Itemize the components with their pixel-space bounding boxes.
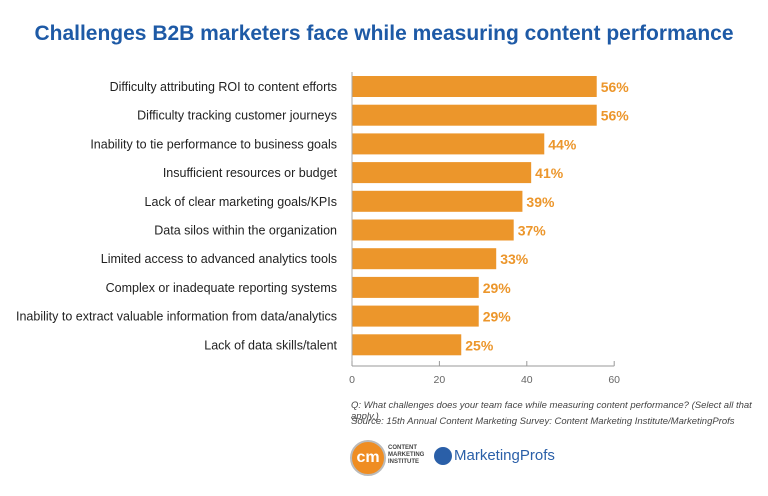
bar bbox=[352, 334, 462, 356]
bar-chart: Difficulty attributing ROI to content ef… bbox=[16, 72, 630, 386]
x-tick-label: 40 bbox=[521, 374, 533, 386]
data-label: 56% bbox=[601, 79, 630, 95]
footnote-source: Source: 15th Annual Content Marketing Su… bbox=[351, 416, 735, 427]
cmi-text-2: MARKETING bbox=[388, 452, 425, 458]
data-label: 25% bbox=[465, 337, 494, 353]
category-label: Lack of clear marketing goals/KPIs bbox=[145, 195, 337, 209]
marketingprofs-logo-text: MarketingProfs bbox=[454, 447, 555, 464]
marketingprofs-logo-icon bbox=[434, 447, 452, 465]
footnote-question: Q: What challenges does your team face w… bbox=[351, 400, 752, 422]
category-label: Lack of data skills/talent bbox=[204, 338, 337, 352]
bar bbox=[352, 248, 497, 270]
bar bbox=[352, 276, 479, 298]
x-tick-label: 20 bbox=[434, 374, 446, 386]
chart-title: Challenges B2B marketers face while meas… bbox=[34, 22, 734, 45]
data-label: 33% bbox=[500, 251, 529, 267]
x-tick-label: 0 bbox=[349, 374, 355, 386]
category-label: Inability to tie performance to business… bbox=[90, 137, 337, 151]
category-label: Inability to extract valuable informatio… bbox=[16, 310, 337, 324]
data-label: 41% bbox=[535, 165, 564, 181]
category-label: Difficulty tracking customer journeys bbox=[137, 109, 337, 123]
bar bbox=[352, 190, 523, 212]
category-label: Data silos within the organization bbox=[154, 224, 337, 238]
data-label: 29% bbox=[483, 309, 512, 325]
data-label: 37% bbox=[518, 223, 547, 239]
data-label: 44% bbox=[548, 136, 577, 152]
cmi-text-1: CONTENT bbox=[388, 445, 417, 451]
bar bbox=[352, 104, 597, 126]
category-label: Insufficient resources or budget bbox=[163, 166, 338, 180]
cmi-logo-icon: cm bbox=[350, 440, 386, 476]
data-label: 56% bbox=[601, 108, 630, 124]
data-label: 29% bbox=[483, 280, 512, 296]
bar bbox=[352, 133, 545, 155]
category-label: Complex or inadequate reporting systems bbox=[106, 281, 337, 295]
category-label: Limited access to advanced analytics too… bbox=[101, 252, 337, 266]
data-label: 39% bbox=[526, 194, 555, 210]
bar bbox=[352, 76, 597, 97]
x-tick-label: 60 bbox=[608, 374, 620, 386]
bar bbox=[352, 219, 514, 241]
cmi-text-3: INSTITUTE bbox=[388, 459, 419, 465]
cmi-logo-text: CONTENT MARKETING INSTITUTE bbox=[388, 445, 424, 466]
bar bbox=[352, 162, 532, 184]
category-label: Difficulty attributing ROI to content ef… bbox=[110, 80, 337, 94]
bar bbox=[352, 305, 479, 327]
